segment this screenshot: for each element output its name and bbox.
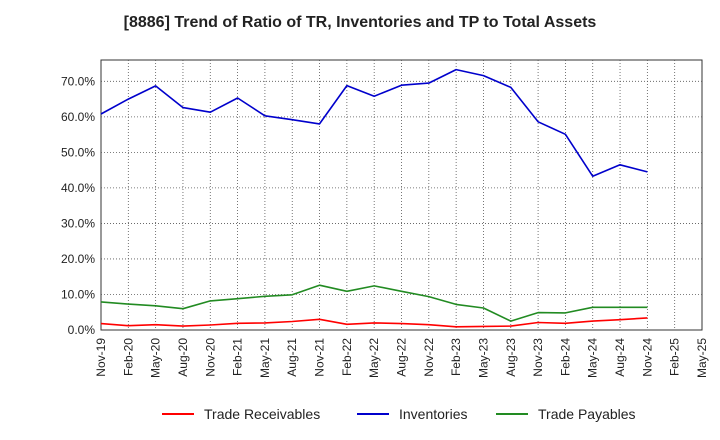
y-tick-label: 10.0%	[61, 287, 95, 301]
x-tick-label: May-25	[695, 338, 709, 378]
y-tick-label: 70.0%	[61, 74, 95, 88]
series-line-trade-payables	[100, 284, 648, 322]
legend-label: Inventories	[399, 406, 467, 422]
legend-label: Trade Payables	[538, 406, 636, 422]
x-tick-label: Nov-22	[422, 338, 436, 377]
x-tick-label: Aug-24	[613, 338, 627, 377]
x-tick-label: Nov-23	[531, 338, 545, 377]
x-tick-label: Aug-21	[285, 338, 299, 377]
series-line-inventories	[100, 68, 648, 177]
series-line-trade-receivables	[100, 317, 648, 328]
x-tick-label: May-21	[258, 338, 272, 378]
y-tick-label: 50.0%	[61, 145, 95, 159]
x-tick-label: Aug-23	[504, 338, 518, 377]
x-tick-label: May-20	[149, 338, 163, 378]
x-tick-label: Feb-21	[231, 338, 245, 376]
x-tick-label: May-22	[367, 338, 381, 378]
x-tick-label: Aug-22	[395, 338, 409, 377]
x-tick-label: Feb-20	[121, 338, 135, 376]
y-tick-label: 40.0%	[61, 181, 95, 195]
x-tick-label: Feb-25	[668, 338, 682, 376]
x-tick-label: Feb-23	[449, 338, 463, 376]
x-tick-label: Aug-20	[176, 338, 190, 377]
x-tick-label: Feb-24	[558, 338, 572, 376]
x-tick-label: Nov-20	[203, 338, 217, 377]
y-tick-label: 60.0%	[61, 110, 95, 124]
x-tick-label: Nov-21	[313, 338, 327, 377]
legend-label: Trade Receivables	[204, 406, 320, 422]
y-tick-label: 30.0%	[61, 216, 95, 230]
x-tick-label: Nov-19	[94, 338, 108, 377]
y-tick-label: 0.0%	[68, 323, 96, 337]
x-tick-label: May-24	[586, 338, 600, 378]
x-tick-label: Nov-24	[640, 338, 654, 377]
x-tick-label: May-23	[476, 338, 490, 378]
x-tick-label: Feb-22	[340, 338, 354, 376]
chart-title: [8886] Trend of Ratio of TR, Inventories…	[123, 14, 597, 31]
y-tick-label: 20.0%	[61, 252, 95, 266]
